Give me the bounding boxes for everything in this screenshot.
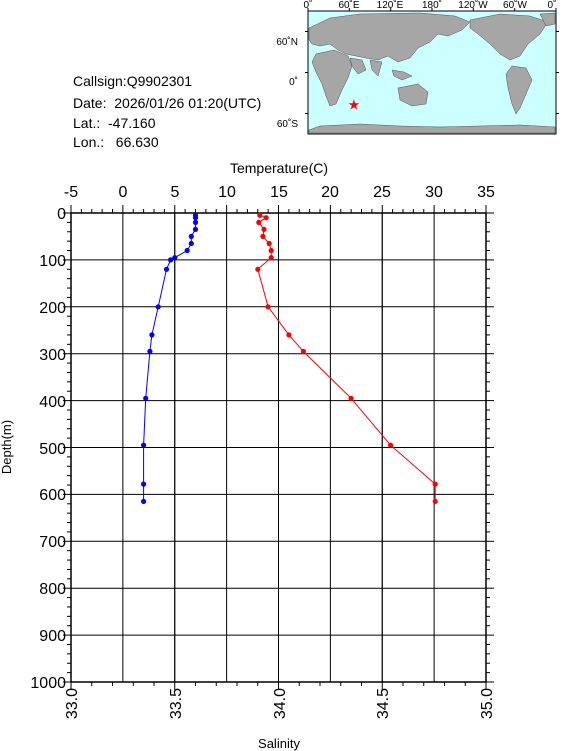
salinity-axis: 33.0 33.5 34.0 34.5 35.0 <box>64 688 496 719</box>
temperature-tick-label: 0 <box>119 184 128 201</box>
temperature-tick-label: 5 <box>171 184 180 201</box>
salinity-tick-label: 33.0 <box>64 688 81 719</box>
map-lon-label: 60˚E <box>338 0 359 11</box>
temperature-point <box>265 304 271 310</box>
depth-tick-label: 900 <box>39 628 66 645</box>
temperature-point <box>266 240 272 247</box>
temperature-point <box>261 226 267 232</box>
depth-tick-label: 0 <box>57 206 66 223</box>
world-map: 0˚ 60˚E 120˚E 180˚ 120˚W 60˚W 0˚ 60˚N 0˚… <box>276 0 559 135</box>
temperature-axis-title: Temperature(C) <box>230 160 328 176</box>
depth-tick-label: 200 <box>39 300 66 317</box>
salinity-axis-title: Salinity <box>258 736 300 751</box>
salinity-tick-label: 34.0 <box>272 688 289 719</box>
map-lon-label: 120˚W <box>458 0 488 11</box>
depth-tick-label: 800 <box>39 581 66 598</box>
plot-area: -5 0 5 10 15 20 25 30 35 Temperature(C) … <box>0 160 496 751</box>
depth-tick-label: 100 <box>39 253 66 270</box>
salinity-point <box>188 233 194 239</box>
temperature-tick-label: 35 <box>477 184 495 201</box>
map-land <box>308 12 556 134</box>
grid-lines <box>70 212 487 683</box>
map-lat-label: 0˚ <box>289 76 298 88</box>
temperature-point <box>348 395 354 401</box>
map-longitude-labels: 0˚ 60˚E 120˚E 180˚ 120˚W 60˚W 0˚ <box>304 0 557 11</box>
salinity-point <box>192 219 199 225</box>
map-lon-label: 0˚ <box>548 0 557 11</box>
temperature-point <box>286 332 292 338</box>
map-lon-label: 120˚E <box>377 0 404 11</box>
temperature-point <box>432 498 438 504</box>
salinity-point <box>163 266 170 272</box>
depth-tick-label: 400 <box>39 394 66 411</box>
temperature-profile-line <box>257 214 436 502</box>
depth-tick-label: 700 <box>39 534 66 551</box>
map-lon-label: 60˚W <box>503 0 527 11</box>
salinity-tick-label: 33.5 <box>168 688 185 719</box>
salinity-point <box>168 257 174 263</box>
temperature-point <box>300 348 306 354</box>
salinity-point <box>184 247 190 254</box>
callsign-text: Callsign:Q9902301 <box>73 73 193 89</box>
salinity-point <box>141 481 147 487</box>
depth-tick-label: 1000 <box>30 675 66 692</box>
date-text: Date: 2026/01/26 01:20(UTC) <box>73 95 262 111</box>
temperature-tick-label: 30 <box>425 184 443 201</box>
salinity-point <box>147 348 153 354</box>
temperature-tick-label: -5 <box>64 184 78 201</box>
temperature-tick-label: 15 <box>270 184 288 201</box>
depth-tick-label: 600 <box>39 487 66 504</box>
temperature-tick-label: 20 <box>321 184 339 201</box>
temperature-point <box>263 215 269 221</box>
salinity-tick-label: 34.5 <box>375 688 392 719</box>
salinity-point <box>192 215 199 221</box>
map-lon-label: 180˚ <box>422 0 442 11</box>
map-lat-label: 60˚S <box>277 118 298 130</box>
map-lat-label: 60˚N <box>276 36 298 48</box>
series-layer <box>141 212 438 504</box>
salinity-point <box>192 226 199 232</box>
station-star-icon: ★ <box>348 97 361 113</box>
longitude-text: Lon.: 66.630 <box>73 134 159 150</box>
depth-tick-label: 500 <box>39 441 66 458</box>
depth-axis: 0 100 200 300 400 500 600 700 800 900 10… <box>30 206 66 692</box>
temperature-point <box>268 247 274 254</box>
salinity-point <box>188 240 194 247</box>
depth-tick-label: 300 <box>39 347 66 364</box>
temperature-point <box>256 219 262 225</box>
axis-ticks <box>63 205 494 690</box>
temperature-point <box>255 266 261 272</box>
salinity-point <box>143 395 149 401</box>
temperature-tick-label: 25 <box>373 184 391 201</box>
map-latitude-labels: 60˚N 0˚ 60˚S <box>276 36 298 130</box>
map-lon-label: 0˚ <box>304 0 313 11</box>
salinity-tick-label: 35.0 <box>479 688 496 719</box>
depth-axis-title: Depth(m) <box>0 420 14 474</box>
salinity-point <box>149 332 155 338</box>
latitude-text: Lat.: -47.160 <box>73 115 156 131</box>
salinity-point <box>141 442 147 448</box>
salinity-point <box>141 498 147 504</box>
temperature-tick-label: 10 <box>218 184 236 201</box>
temperature-axis: -5 0 5 10 15 20 25 30 35 <box>64 184 495 201</box>
map-graticule-ticks <box>305 8 559 114</box>
temperature-point <box>257 212 263 218</box>
salinity-point <box>155 304 161 310</box>
temperature-point <box>260 233 266 239</box>
temperature-point <box>388 442 394 448</box>
temperature-point <box>268 255 274 261</box>
temperature-point <box>432 481 438 487</box>
salinity-point <box>172 255 178 261</box>
